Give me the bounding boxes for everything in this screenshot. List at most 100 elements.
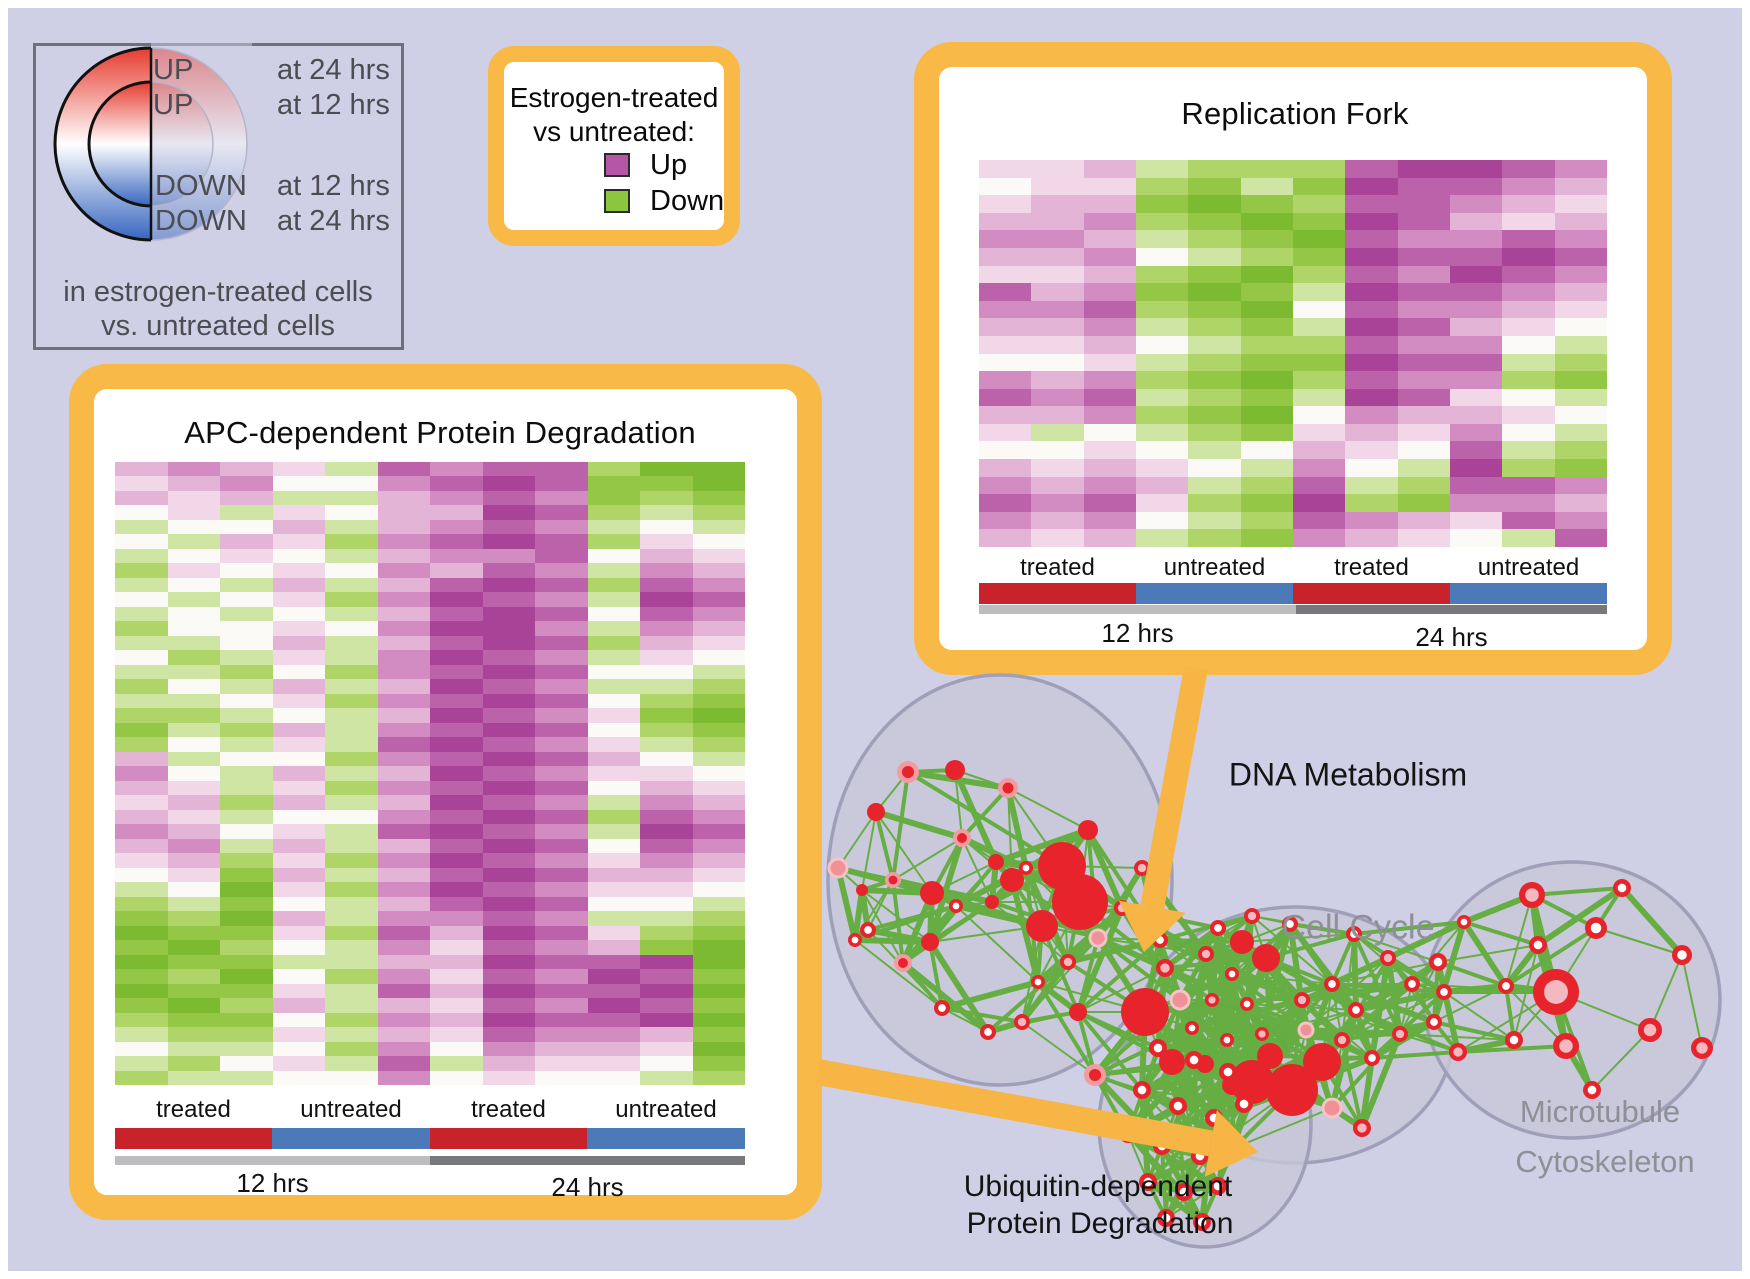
heatmap-cell (272, 940, 325, 955)
heatmap-cell (325, 606, 378, 622)
network-label: Cell Cycle (1281, 908, 1435, 947)
heatmap-cell (430, 954, 483, 970)
heatmap-cell (1083, 459, 1136, 477)
heatmap-cell (1135, 494, 1189, 512)
heatmap-cell (377, 780, 430, 796)
heatmap-cell (1031, 406, 1084, 424)
heatmap-cell (115, 737, 168, 752)
heatmap-cell (220, 722, 273, 738)
heatmap-cell (692, 1041, 745, 1057)
heatmap-cell (430, 462, 483, 477)
heatmap-cell (1554, 441, 1607, 460)
heatmap-cell (220, 882, 273, 897)
heatmap-cell (1083, 300, 1136, 319)
replication-fork-title: Replication Fork (1181, 96, 1409, 131)
heatmap-cell (1554, 459, 1607, 477)
heatmap-cell (430, 795, 483, 810)
heatmap-cell (115, 896, 168, 912)
heatmap-cell (220, 737, 273, 752)
heatmap-cell (115, 534, 168, 549)
heatmap-cell (167, 780, 220, 796)
heatmap-cell (535, 925, 588, 941)
heatmap-cell (272, 853, 325, 868)
heatmap-cell (1083, 353, 1136, 372)
heatmap-cell (377, 490, 430, 506)
heatmap-cell (1031, 511, 1084, 530)
heatmap-cell (482, 606, 535, 622)
heatmap-cell (535, 795, 588, 810)
heatmap-cell (272, 650, 325, 665)
heatmap-cell (1240, 335, 1293, 354)
heatmap-cell (272, 795, 325, 810)
heatmap-cell (1449, 212, 1503, 231)
heatmap-cell (272, 534, 325, 549)
heatmap-cell (692, 490, 745, 506)
heatmap-cell (979, 318, 1032, 336)
heatmap-cell (1292, 423, 1346, 442)
heatmap-cell (482, 1012, 535, 1028)
heatmap-cell (377, 751, 430, 767)
heatmap-cell (1554, 423, 1607, 442)
heatmap-cell (1554, 230, 1607, 248)
heatmap-cell (1397, 423, 1450, 442)
heatmap-cell (1031, 529, 1084, 547)
heatmap-cell (1240, 230, 1293, 248)
heatmap-cell (1502, 529, 1555, 547)
heatmap-cell (692, 548, 745, 564)
heatmap-cell (1240, 283, 1293, 301)
apc-heatmap (115, 462, 745, 1085)
heatmap-cell (1554, 335, 1607, 354)
heatmap-cell (377, 621, 430, 636)
heatmap-cell (535, 983, 588, 999)
heatmap-cell (1240, 160, 1293, 178)
heatmap-cell (640, 490, 693, 506)
heatmap-cell (272, 1070, 325, 1085)
heatmap-cell (325, 1041, 378, 1057)
heatmap-cell (640, 505, 693, 520)
heatmap-cell (1397, 247, 1450, 266)
heatmap-cell (1188, 283, 1241, 301)
heatmap-cell (482, 969, 535, 984)
heatmap-cell (482, 1027, 535, 1042)
heatmap-cell (1031, 335, 1084, 354)
heatmap-cell (325, 534, 378, 549)
heatmap-cell (377, 838, 430, 854)
heatmap-cell (587, 534, 640, 549)
heatmap-cell (692, 621, 745, 636)
heatmap-cell (325, 679, 378, 694)
heatmap-cell (377, 693, 430, 709)
heatmap-cell (220, 751, 273, 767)
heatmap-cell (167, 534, 220, 549)
heatmap-cell (587, 1070, 640, 1085)
heatmap-cell (1502, 300, 1555, 319)
heatmap-cell (587, 490, 640, 506)
heatmap-cell (220, 1041, 273, 1057)
heatmap-cell (167, 824, 220, 839)
heatmap-cell (640, 954, 693, 970)
heatmap-cell (1083, 476, 1136, 495)
heatmap-cell (220, 954, 273, 970)
heatmap-cell (692, 983, 745, 999)
heatmap-cell (1397, 177, 1450, 196)
heatmap-cell (1240, 371, 1293, 389)
heatmap-cell (325, 780, 378, 796)
heatmap-cell (377, 534, 430, 549)
heatmap-cell (377, 722, 430, 738)
heatmap-cell (1554, 406, 1607, 424)
heatmap-cell (1449, 494, 1503, 512)
heatmap-cell (640, 621, 693, 636)
heatmap-cell (430, 925, 483, 941)
heatmap-cell (692, 563, 745, 578)
heatmap-cell (1449, 371, 1503, 389)
heatmap-cell (1345, 247, 1398, 266)
heatmap-cell (692, 838, 745, 854)
heatmap-cell (1554, 476, 1607, 495)
heatmap-cell (535, 911, 588, 926)
heatmap-cell (535, 1041, 588, 1057)
heatmap-cell (1292, 177, 1346, 196)
heatmap-cell (220, 635, 273, 651)
heatmap-cell (115, 954, 168, 970)
heatmap-cell (535, 1056, 588, 1071)
heatmap-cell (535, 592, 588, 607)
heatmap-cell (220, 896, 273, 912)
